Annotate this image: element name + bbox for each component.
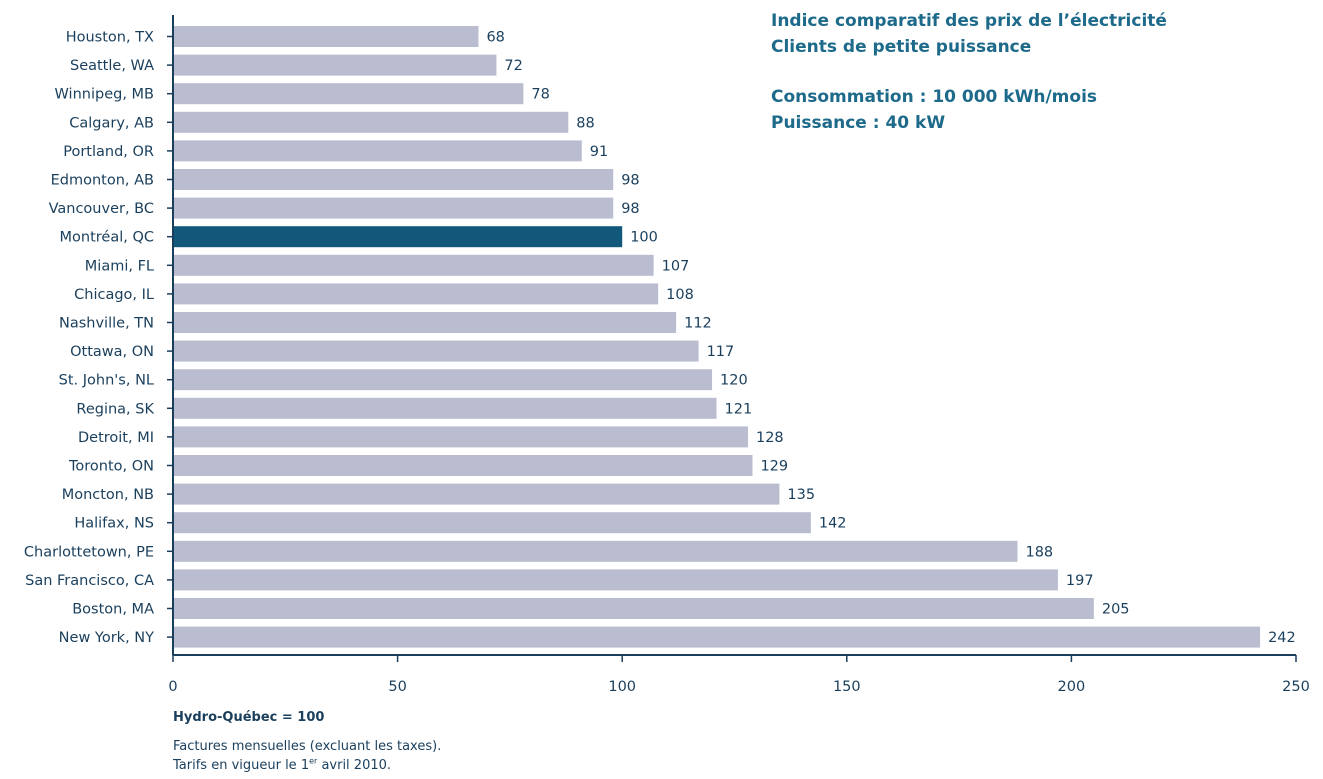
data-label: 78 <box>531 87 549 103</box>
x-tick-label: 100 <box>608 679 636 695</box>
category-label: Ottawa, ON <box>70 344 154 360</box>
chart-subtitle: Clients de petite puissance <box>771 37 1032 57</box>
category-label: Vancouver, BC <box>49 201 154 217</box>
x-tick-label: 150 <box>833 679 861 695</box>
ordinal-superscript: er <box>309 756 318 766</box>
footnote: Hydro-Québec = 100 Factures mensuelles (… <box>173 708 441 775</box>
category-label: Detroit, MI <box>78 430 154 446</box>
data-label: 117 <box>707 344 735 360</box>
data-label: 91 <box>590 144 608 160</box>
x-tick-label: 0 <box>168 679 177 695</box>
category-label: St. John's, NL <box>59 373 154 389</box>
category-label: New York, NY <box>59 630 154 646</box>
data-label: 68 <box>486 30 504 46</box>
bar-boston-ma <box>174 598 1094 619</box>
category-label: Montréal, QC <box>60 230 155 246</box>
category-label: Portland, OR <box>63 144 154 160</box>
data-label: 107 <box>662 258 690 274</box>
bar-portland-or <box>174 140 582 162</box>
bar-miami-fl <box>174 254 654 276</box>
x-tick-label: 250 <box>1282 679 1310 695</box>
bar-nashville-tn <box>174 312 677 333</box>
category-label: Edmonton, AB <box>51 173 154 189</box>
category-label: Halifax, NS <box>74 516 154 532</box>
data-label: 108 <box>666 287 694 303</box>
date-suffix: avril 2010. <box>317 758 392 773</box>
bar-calgary-ab <box>174 111 569 133</box>
footnote-line-2: Tarifs en vigueur le 1er avril 2010. <box>173 756 441 775</box>
bar-chicago-il <box>174 283 659 305</box>
category-label: Charlottetown, PE <box>24 544 154 560</box>
data-label: 112 <box>684 316 712 332</box>
bar-moncton-nb <box>174 483 780 505</box>
bar-new-york-ny <box>174 626 1261 648</box>
category-label: Houston, TX <box>66 30 154 46</box>
x-tick-label: 50 <box>388 679 406 695</box>
data-label: 142 <box>819 516 847 532</box>
data-label: 88 <box>576 115 594 131</box>
power-spec: Puissance : 40 kW <box>771 113 946 133</box>
chart-title: Indice comparatif des prix de l’électric… <box>771 11 1167 31</box>
data-label: 98 <box>621 173 639 189</box>
data-label: 72 <box>504 58 522 74</box>
bar-regina-sk <box>174 397 717 419</box>
bar-vancouver-bc <box>174 197 614 219</box>
footnote-line-1: Factures mensuelles (excluant les taxes)… <box>173 739 442 754</box>
category-label: Miami, FL <box>85 258 154 274</box>
bar-san-francisco-ca <box>174 569 1058 591</box>
category-label: Boston, MA <box>72 602 154 618</box>
data-label: 135 <box>787 487 815 503</box>
data-label: 188 <box>1025 544 1053 560</box>
data-label: 100 <box>630 230 658 246</box>
data-label: 121 <box>725 401 753 417</box>
category-label: Chicago, IL <box>74 287 154 303</box>
bar-st-john-s-nl <box>174 369 713 391</box>
category-label: Toronto, ON <box>68 459 154 475</box>
data-label: 197 <box>1066 573 1094 589</box>
category-label: San Francisco, CA <box>25 573 154 589</box>
chart-title-block: Indice comparatif des prix de l’électric… <box>771 8 1167 136</box>
date-prefix: Tarifs en vigueur le 1 <box>173 758 310 773</box>
category-label: Moncton, NB <box>62 487 154 503</box>
category-label: Nashville, TN <box>59 316 154 332</box>
category-label: Winnipeg, MB <box>55 87 154 103</box>
data-label: 205 <box>1102 602 1130 618</box>
data-label: 120 <box>720 373 748 389</box>
bar-charlottetown-pe <box>174 540 1018 562</box>
data-label: 98 <box>621 201 639 217</box>
bar-toronto-on <box>174 455 753 476</box>
bar-houston-tx <box>174 26 479 47</box>
bar-winnipeg-mb <box>174 83 524 105</box>
data-label: 242 <box>1268 630 1296 646</box>
consumption-spec: Consommation : 10 000 kWh/mois <box>771 87 1098 107</box>
category-label: Calgary, AB <box>69 115 154 131</box>
x-tick-label: 200 <box>1058 679 1086 695</box>
bar-edmonton-ab <box>174 169 614 190</box>
category-label: Regina, SK <box>76 401 154 417</box>
index-reference: Hydro-Québec = 100 <box>173 710 325 725</box>
bar-seattle-wa <box>174 54 497 76</box>
bar-halifax-ns <box>174 512 811 534</box>
bar-detroit-mi <box>174 426 748 448</box>
data-label: 129 <box>760 459 788 475</box>
category-label: Seattle, WA <box>70 58 154 74</box>
bar-montr-al-qc <box>174 226 623 248</box>
bar-ottawa-on <box>174 340 699 362</box>
data-label: 128 <box>756 430 784 446</box>
